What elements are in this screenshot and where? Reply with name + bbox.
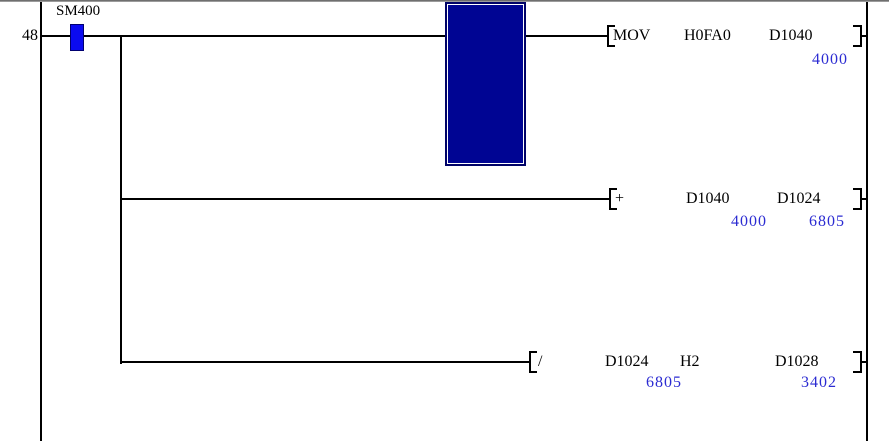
- instruction-add[interactable]: +: [615, 190, 625, 207]
- monitor-value-d1040: 4000: [812, 51, 848, 68]
- operand-div-dest[interactable]: D1028: [775, 353, 819, 370]
- bracket-open-add: [609, 188, 617, 210]
- operand-mov-dest[interactable]: D1040: [769, 27, 813, 44]
- bracket-open-mov: [607, 25, 615, 47]
- operand-add-source[interactable]: D1040: [686, 190, 730, 207]
- wire-div-to-rail: [861, 361, 867, 363]
- monitor-value-add-d1024: 6805: [809, 213, 845, 230]
- instruction-div[interactable]: /: [538, 353, 543, 370]
- operand-div-divisor[interactable]: H2: [680, 353, 700, 370]
- monitor-value-div-d1024: 6805: [646, 374, 682, 391]
- wire-mov-to-rail: [861, 35, 867, 37]
- operand-div-dividend[interactable]: D1024: [605, 353, 649, 370]
- operand-mov-source[interactable]: H0FA0: [684, 27, 731, 44]
- top-border: [0, 0, 889, 2]
- wire-rung-3: [120, 361, 529, 363]
- monitor-value-div-d1028: 3402: [801, 374, 837, 391]
- contact-sm400-on[interactable]: [70, 24, 84, 51]
- instruction-mov[interactable]: MOV: [613, 27, 651, 44]
- edit-cursor[interactable]: [445, 2, 526, 166]
- step-number: 48: [22, 27, 38, 44]
- wire-rung-1: [41, 35, 607, 37]
- contact-label: SM400: [56, 3, 101, 19]
- branch-vertical-line: [120, 36, 122, 364]
- bracket-open-div: [529, 351, 537, 373]
- right-power-rail: [866, 2, 868, 441]
- left-power-rail: [40, 2, 42, 441]
- operand-add-dest[interactable]: D1024: [777, 190, 821, 207]
- monitor-value-add-d1040: 4000: [731, 213, 767, 230]
- wire-rung-2: [120, 198, 609, 200]
- wire-add-to-rail: [861, 198, 867, 200]
